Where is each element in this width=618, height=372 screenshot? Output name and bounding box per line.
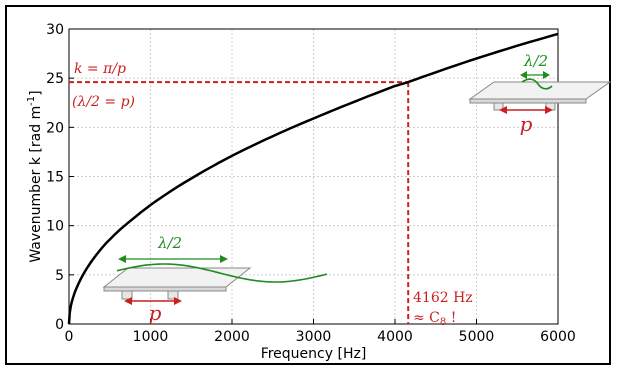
lambda-arrowhead-right-a [520,71,527,79]
plate-support-left-b [167,290,179,300]
k-label: k = π/p [74,61,126,77]
plate-support-left-a [121,290,133,300]
lambda-arrowhead-left-b [220,255,228,263]
plate-edge-right [469,98,587,104]
plate-illustration-right: λ/2 p [468,52,612,136]
lambda-half-label-left: λ/2 [157,234,182,252]
y-tick-labels: 0 5 10 15 20 25 30 [46,22,64,333]
y-axis-label-main: Wavenumber k [rad m [28,106,44,263]
p-arrowhead-left-a [124,297,132,305]
x-tick-label: 6000 [540,329,576,345]
y-tick-label: 25 [46,71,64,87]
y-tick-label: 30 [46,22,64,38]
plate-support-right-a [493,102,504,111]
lambda-p-label: (λ/2 = p) [72,94,135,110]
x-tick-label: 0 [65,329,74,345]
y-tick-label: 20 [46,120,64,136]
x-tick-label: 5000 [459,329,495,345]
p-arrowhead-right-b [545,106,553,114]
y-tick-label: 10 [46,219,64,235]
plate-top-left [102,267,252,288]
note-label-bang: ! [446,310,456,326]
wave-sine-right [521,78,553,90]
p-arrowhead-left-b [174,297,182,305]
note-label-sub: 8 [440,317,446,328]
y-axis-label-close: ] [28,90,44,95]
y-axis-label: Wavenumber k [rad m-1] [26,90,44,262]
series-line [67,32,559,325]
note-label-main: ≈ C [413,310,440,326]
figure-frame [5,5,611,365]
plate-illustration-left: λ/2 p [102,234,328,325]
y-axis-label-sup: -1 [26,96,37,106]
x-tick-label: 1000 [133,329,169,345]
lambda-arrowhead-left-a [118,255,126,263]
y-tick-label: 0 [55,317,64,333]
x-tick-label: 4000 [377,329,413,345]
y-tick-label: 5 [55,268,64,284]
lambda-half-label-right: λ/2 [523,52,548,70]
wave-sine-left [116,263,328,283]
p-arrowhead-right-a [499,106,507,114]
p-label-right: p [520,112,533,136]
plate-top-right [468,81,612,100]
x-tick-label: 3000 [296,329,332,345]
lambda-arrowhead-right-b [543,71,550,79]
p-label-left: p [149,301,162,325]
x-axis-label: Frequency [Hz] [261,346,367,362]
note-label: ≈ C8 ! [413,310,456,328]
frequency-label: 4162 Hz [413,290,473,306]
x-tick-labels: 0 1000 2000 3000 4000 5000 6000 [65,329,576,345]
x-tick-label: 2000 [214,329,250,345]
plate-edge-left [103,286,227,292]
y-tick-label: 15 [46,170,64,186]
